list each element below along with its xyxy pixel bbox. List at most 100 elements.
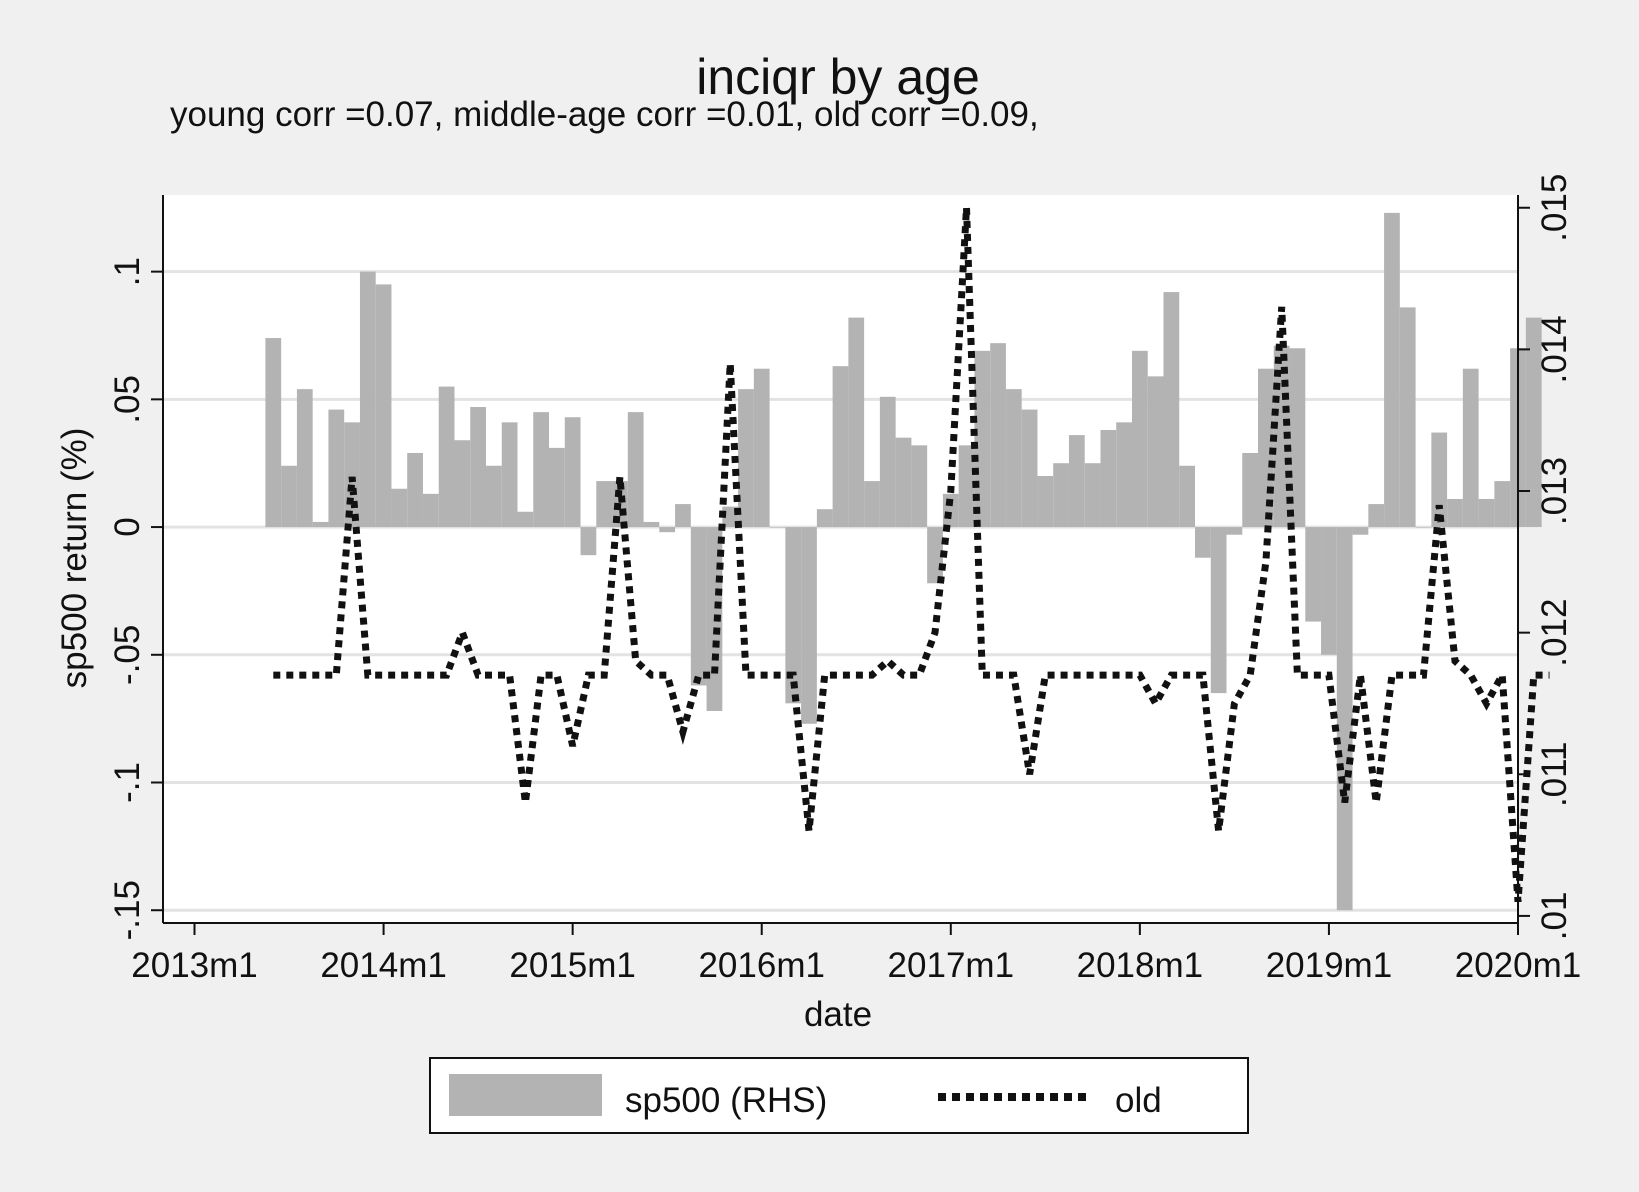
x-tick-label: 2019m1 bbox=[1266, 946, 1392, 985]
x-tick-label: 2016m1 bbox=[698, 946, 824, 985]
bar bbox=[1226, 527, 1243, 535]
bar bbox=[312, 521, 329, 528]
bar bbox=[1100, 430, 1117, 528]
y-right-tick-label: .012 bbox=[1535, 599, 1574, 667]
bar bbox=[1462, 368, 1479, 528]
bar bbox=[801, 527, 817, 724]
bar bbox=[454, 440, 471, 528]
bar bbox=[1131, 350, 1148, 528]
tick-labels: 2013m1 2014m1 2015m1 2016m1 2017m1 2018m1 2019… bbox=[108, 174, 1581, 985]
x-tick-label: 2018m1 bbox=[1077, 946, 1203, 985]
bar bbox=[407, 452, 423, 528]
bar bbox=[296, 389, 313, 528]
x-tick-label: 2017m1 bbox=[888, 946, 1014, 985]
bar bbox=[785, 527, 802, 704]
y-right-tick-label: .01 bbox=[1535, 892, 1574, 941]
bar bbox=[1273, 345, 1290, 528]
bar bbox=[1305, 527, 1322, 622]
bar bbox=[675, 504, 691, 528]
bar bbox=[816, 509, 833, 528]
bar bbox=[627, 412, 644, 528]
bar bbox=[738, 389, 754, 528]
legend-label-bar: sp500 (RHS) bbox=[625, 1081, 827, 1120]
bar bbox=[753, 368, 770, 528]
bar bbox=[958, 445, 975, 528]
bar bbox=[580, 527, 597, 556]
chart-subtitle: young corr =0.07, middle-age corr =0.01,… bbox=[170, 95, 1039, 134]
bar bbox=[1068, 435, 1085, 528]
y-right-tick-label: .011 bbox=[1535, 742, 1574, 808]
y-right-tick-label: .015 bbox=[1535, 174, 1574, 242]
x-tick-label: 2014m1 bbox=[320, 946, 446, 985]
bar bbox=[265, 338, 282, 528]
bar bbox=[848, 317, 865, 528]
axes bbox=[151, 195, 1530, 935]
legend-label-line: old bbox=[1115, 1081, 1162, 1120]
bar bbox=[1384, 212, 1400, 528]
x-tick-label: 2013m1 bbox=[131, 946, 257, 985]
y-left-tick-label: .05 bbox=[108, 375, 147, 424]
bar bbox=[375, 284, 392, 528]
bar bbox=[1399, 307, 1416, 528]
bar bbox=[895, 437, 912, 528]
bar bbox=[485, 465, 502, 528]
bar bbox=[422, 493, 439, 528]
bar bbox=[564, 417, 581, 528]
line-old bbox=[273, 207, 1550, 903]
bar bbox=[1321, 527, 1337, 655]
bar bbox=[990, 343, 1006, 528]
bar bbox=[1368, 504, 1385, 528]
bar bbox=[470, 407, 486, 528]
bar bbox=[1084, 463, 1101, 528]
bar bbox=[864, 481, 880, 528]
bar bbox=[1163, 292, 1180, 528]
x-tick-label: 2015m1 bbox=[509, 946, 635, 985]
bar bbox=[722, 506, 739, 528]
bar bbox=[1116, 422, 1132, 528]
bar-series bbox=[265, 212, 1542, 911]
bar bbox=[1147, 376, 1164, 528]
y-left-tick-label: -.05 bbox=[108, 625, 147, 685]
y-left-tick-label: .1 bbox=[108, 257, 147, 286]
bar bbox=[1242, 452, 1259, 528]
bar bbox=[1431, 432, 1448, 528]
y-left-tick-label: 0 bbox=[108, 517, 147, 536]
bar bbox=[1179, 465, 1196, 528]
bar bbox=[1336, 527, 1353, 911]
y-left-tick-label: -.1 bbox=[108, 762, 147, 803]
bar bbox=[832, 366, 849, 528]
bar bbox=[517, 511, 534, 528]
bar bbox=[911, 445, 928, 528]
legend-swatch-bar bbox=[449, 1074, 602, 1116]
bar bbox=[659, 527, 676, 533]
bar bbox=[1053, 463, 1069, 528]
line-series bbox=[273, 207, 1550, 903]
y-left-tick-label: -.15 bbox=[108, 880, 147, 940]
chart-title: inciqr by age bbox=[696, 49, 980, 105]
legend: sp500 (RHS) old bbox=[429, 1057, 1249, 1134]
bar bbox=[1005, 389, 1022, 528]
bar bbox=[1289, 348, 1306, 528]
bar bbox=[1352, 527, 1369, 535]
bar bbox=[1494, 481, 1511, 528]
x-tick-label: 2020m1 bbox=[1455, 946, 1581, 985]
bar bbox=[1195, 527, 1211, 558]
bar bbox=[1037, 475, 1054, 528]
y-axis-label-left: sp500 return (%) bbox=[55, 428, 94, 689]
y-right-tick-label: .013 bbox=[1535, 457, 1574, 525]
bar bbox=[769, 527, 786, 528]
bar bbox=[1021, 409, 1038, 528]
bar bbox=[1478, 498, 1495, 528]
bar bbox=[643, 521, 660, 528]
bar bbox=[281, 465, 297, 528]
bar bbox=[1525, 317, 1542, 528]
y-right-tick-label: .014 bbox=[1535, 315, 1574, 383]
bar bbox=[359, 271, 376, 528]
bar bbox=[391, 488, 408, 528]
bar bbox=[596, 481, 613, 528]
bar bbox=[328, 409, 345, 528]
bar bbox=[690, 527, 707, 686]
bar bbox=[501, 422, 518, 528]
bar bbox=[533, 412, 550, 528]
